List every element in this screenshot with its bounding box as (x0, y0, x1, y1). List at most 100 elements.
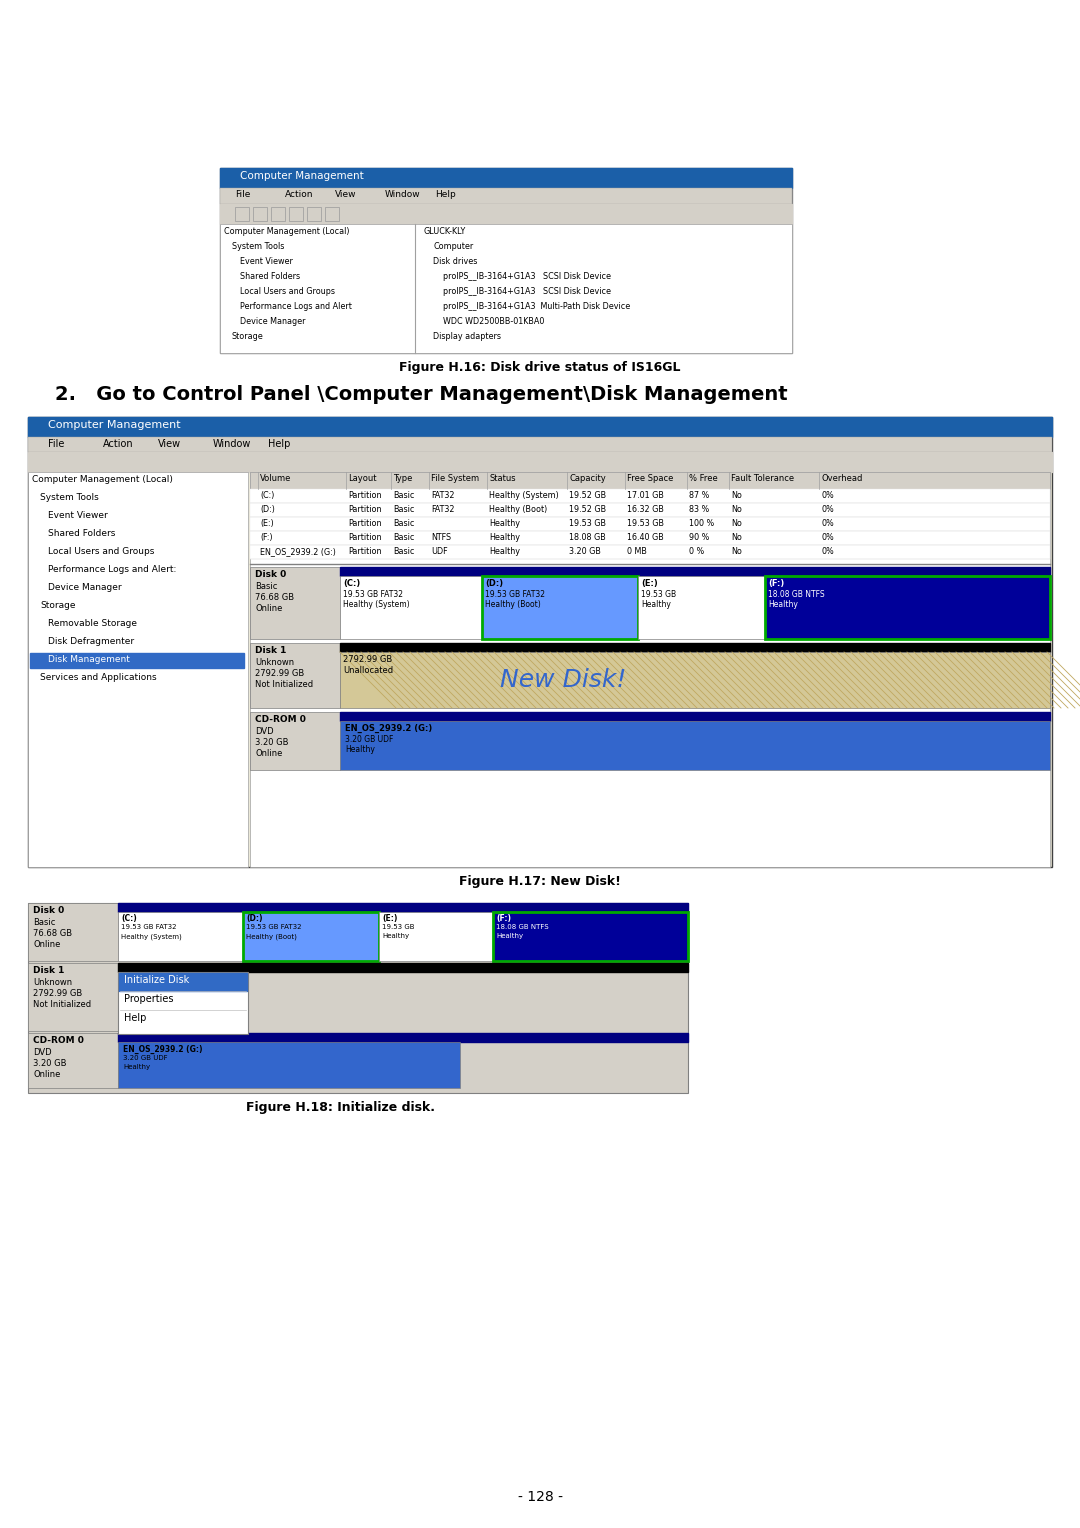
Bar (249, 472, 1050, 866)
Text: Computer Management (Local): Computer Management (Local) (32, 475, 173, 484)
Text: Disk drives: Disk drives (433, 257, 477, 266)
Text: 83 %: 83 % (689, 504, 710, 513)
Text: Healthy: Healthy (496, 934, 523, 940)
Text: Healthy: Healthy (382, 934, 409, 940)
Text: Local Users and Groups: Local Users and Groups (48, 547, 154, 556)
Text: Online: Online (255, 749, 282, 758)
Text: (C:): (C:) (121, 914, 137, 923)
Text: Basic: Basic (393, 490, 415, 500)
Bar (340, 721, 1050, 770)
Bar (28, 903, 688, 1093)
Text: 0%: 0% (821, 547, 834, 556)
Text: Online: Online (255, 604, 282, 613)
Text: (C:): (C:) (343, 579, 361, 588)
Bar (28, 452, 1052, 472)
Text: System Tools: System Tools (40, 494, 98, 503)
Text: Initialize Disk: Initialize Disk (124, 975, 189, 986)
Text: Online: Online (33, 1070, 60, 1079)
Text: 2.   Go to Control Panel \Computer Management\Disk Management: 2. Go to Control Panel \Computer Managem… (55, 385, 787, 403)
Bar (765, 576, 1050, 639)
Text: Basic: Basic (393, 533, 415, 542)
Text: 19.53 GB: 19.53 GB (569, 520, 606, 529)
Text: File: File (235, 189, 251, 199)
Text: Disk 0: Disk 0 (33, 906, 64, 915)
Text: 3.20 GB UDF: 3.20 GB UDF (345, 735, 393, 744)
Text: Properties: Properties (124, 995, 174, 1004)
Text: Action: Action (103, 439, 134, 449)
Text: Help: Help (268, 439, 291, 449)
Text: Online: Online (33, 940, 60, 949)
Text: Basic: Basic (393, 547, 415, 556)
Text: Basic: Basic (393, 504, 415, 513)
Text: (D:): (D:) (246, 914, 262, 923)
Text: proIPS__IB-3164+G1A3  Multi-Path Disk Device: proIPS__IB-3164+G1A3 Multi-Path Disk Dev… (443, 303, 631, 312)
Bar (249, 545, 1050, 559)
Bar (482, 576, 638, 639)
Text: (F:): (F:) (260, 533, 272, 542)
Text: Unknown: Unknown (33, 978, 72, 987)
Text: CD-ROM 0: CD-ROM 0 (33, 1036, 84, 1045)
Text: (E:): (E:) (260, 520, 273, 529)
Text: 3.20 GB: 3.20 GB (255, 738, 288, 747)
Text: Figure H.18: Initialize disk.: Figure H.18: Initialize disk. (245, 1102, 434, 1114)
Bar (249, 489, 1050, 503)
Text: System Tools: System Tools (232, 241, 284, 251)
Bar (28, 472, 248, 866)
Text: Disk Defragmenter: Disk Defragmenter (48, 637, 134, 646)
Bar (220, 168, 792, 188)
Text: Removable Storage: Removable Storage (48, 619, 137, 628)
Text: No: No (731, 533, 742, 542)
Text: Basic: Basic (33, 918, 55, 927)
Text: Disk 1: Disk 1 (33, 966, 65, 975)
Text: 2792.99 GB: 2792.99 GB (33, 989, 82, 998)
Bar (289, 206, 303, 222)
Text: WDC WD2500BB-01KBA0: WDC WD2500BB-01KBA0 (443, 316, 544, 325)
Text: Healthy (System): Healthy (System) (489, 490, 558, 500)
Text: Services and Applications: Services and Applications (40, 672, 157, 681)
Text: 90 %: 90 % (689, 533, 710, 542)
Bar (118, 1033, 688, 1042)
Bar (220, 188, 792, 205)
Bar (249, 567, 340, 639)
Text: (E:): (E:) (382, 914, 397, 923)
Text: Healthy: Healthy (642, 601, 671, 610)
Bar (340, 652, 1050, 707)
Text: Fault Tolerance: Fault Tolerance (731, 474, 794, 483)
Text: New Disk!: New Disk! (500, 668, 626, 692)
Text: File System: File System (431, 474, 480, 483)
Text: Partition: Partition (348, 504, 381, 513)
Text: 19.53 GB: 19.53 GB (382, 924, 415, 931)
Text: 3.20 GB: 3.20 GB (569, 547, 600, 556)
Bar (492, 912, 688, 961)
Text: - 128 -: - 128 - (517, 1490, 563, 1504)
Text: Action: Action (285, 189, 313, 199)
Text: Healthy: Healthy (489, 520, 519, 529)
Text: Layout: Layout (348, 474, 377, 483)
Text: 0%: 0% (821, 533, 834, 542)
Bar (118, 903, 688, 912)
Text: Healthy (Boot): Healthy (Boot) (485, 601, 541, 610)
Text: 76.68 GB: 76.68 GB (255, 593, 294, 602)
Text: Not Initialized: Not Initialized (255, 680, 313, 689)
Text: Computer: Computer (433, 241, 473, 251)
Text: 19.53 GB: 19.53 GB (627, 520, 664, 529)
Text: proIPS__IB-3164+G1A3   SCSI Disk Device: proIPS__IB-3164+G1A3 SCSI Disk Device (443, 287, 611, 296)
Text: Unknown: Unknown (255, 659, 294, 668)
Bar (28, 437, 1052, 452)
Bar (325, 206, 339, 222)
Bar (253, 206, 267, 222)
Text: (E:): (E:) (642, 579, 658, 588)
Text: Storage: Storage (40, 601, 76, 610)
Text: Display adapters: Display adapters (433, 332, 501, 341)
Bar (340, 712, 1050, 721)
Text: GLUCK-KLY: GLUCK-KLY (423, 228, 465, 235)
Text: Disk 0: Disk 0 (255, 570, 286, 579)
Text: Healthy: Healthy (345, 746, 375, 753)
Bar (249, 516, 1050, 532)
Text: (C:): (C:) (260, 490, 274, 500)
Text: 18.08 GB: 18.08 GB (569, 533, 606, 542)
Text: 2792.99 GB: 2792.99 GB (343, 656, 392, 665)
Text: View: View (335, 189, 356, 199)
Text: 18.08 GB NTFS: 18.08 GB NTFS (496, 924, 549, 931)
Text: EN_OS_2939.2 (G:): EN_OS_2939.2 (G:) (123, 1045, 203, 1054)
